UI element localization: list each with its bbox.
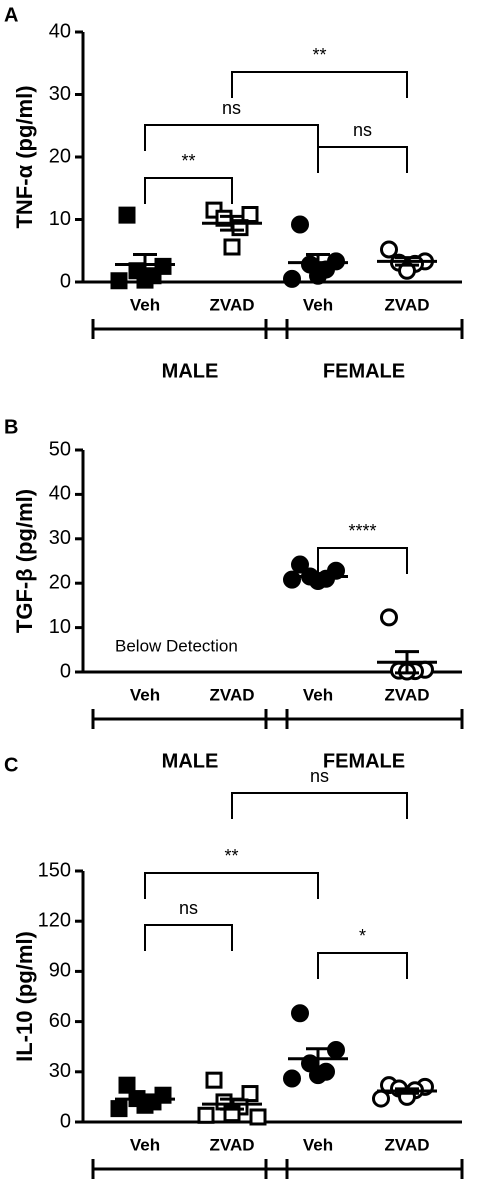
data-point <box>283 1069 301 1088</box>
y-tick-label: 50 <box>49 438 71 460</box>
x-tick-label: ZVAD <box>384 295 429 314</box>
significance-bracket <box>144 872 319 899</box>
x-tick-label: ZVAD <box>209 685 254 704</box>
data-point <box>380 608 398 627</box>
significance-label: ns <box>222 98 241 118</box>
significance-bracket <box>317 952 408 979</box>
data-point <box>118 206 136 224</box>
significance-bracket <box>231 71 408 98</box>
significance-label: * <box>359 926 366 946</box>
data-point <box>327 1041 345 1060</box>
y-tick-label: 40 <box>49 483 71 505</box>
group-bracket <box>91 319 289 339</box>
x-tick-label: Veh <box>130 1135 160 1154</box>
significance-bracket <box>231 792 408 819</box>
panel-letter: B <box>4 416 18 438</box>
significance-label: **** <box>348 521 376 541</box>
data-point <box>291 1004 309 1023</box>
error-bar <box>220 214 244 232</box>
data-point <box>291 555 309 574</box>
y-tick-label: 20 <box>49 145 71 167</box>
y-tick-label: 10 <box>49 616 71 638</box>
significance-label: ** <box>224 846 238 866</box>
group-label: MALE <box>162 1200 219 1202</box>
y-tick-label: 30 <box>49 1060 71 1082</box>
x-tick-label: ZVAD <box>209 295 254 314</box>
data-point <box>110 1100 128 1118</box>
y-tick-label: 0 <box>60 1110 71 1132</box>
y-axis-label: TNF-α (pg/ml) <box>12 85 37 228</box>
data-point <box>223 238 241 256</box>
data-point <box>118 1076 136 1094</box>
group-bracket <box>264 709 464 729</box>
x-tick-label: Veh <box>303 685 333 704</box>
y-tick-label: 20 <box>49 571 71 593</box>
data-point <box>372 1089 390 1108</box>
significance-bracket <box>144 177 233 204</box>
error-bar <box>306 1047 330 1071</box>
group-bracket <box>91 709 289 729</box>
significance-bracket <box>144 924 233 951</box>
error-bar <box>395 1087 419 1095</box>
annotation: Below Detection <box>115 636 238 655</box>
y-tick-label: 0 <box>60 660 71 682</box>
group-bracket <box>91 1159 289 1179</box>
significance-label: ns <box>179 898 198 918</box>
x-tick-label: Veh <box>303 295 333 314</box>
group-label: FEMALE <box>323 1200 405 1202</box>
data-point <box>241 206 259 223</box>
panel-letter: A <box>4 4 18 26</box>
error-bar <box>220 1097 244 1111</box>
group-label: FEMALE <box>323 750 405 772</box>
y-axis-label: TGF-β (pg/ml) <box>12 489 37 633</box>
error-bar <box>395 650 419 675</box>
significance-label: ** <box>181 151 195 171</box>
y-tick-label: 30 <box>49 83 71 105</box>
y-tick-label: 150 <box>38 859 71 881</box>
error-bar <box>306 253 330 273</box>
panel-letter: C <box>4 754 18 776</box>
y-tick-label: 90 <box>49 960 71 982</box>
data-point <box>283 269 301 288</box>
data-point <box>197 1106 215 1124</box>
significance-label: ns <box>310 766 329 786</box>
data-point <box>291 215 309 234</box>
x-tick-label: Veh <box>303 1135 333 1154</box>
group-label: MALE <box>162 750 219 772</box>
error-bar <box>395 256 419 267</box>
significance-bracket <box>144 124 319 151</box>
group-bracket <box>264 319 464 339</box>
error-bar <box>133 1094 157 1105</box>
x-tick-label: Veh <box>130 295 160 314</box>
y-tick-label: 30 <box>49 527 71 549</box>
x-tick-label: ZVAD <box>384 685 429 704</box>
y-tick-label: 10 <box>49 208 71 230</box>
data-point <box>283 570 301 589</box>
significance-label: ns <box>353 120 372 140</box>
y-tick-label: 60 <box>49 1010 71 1032</box>
error-bar <box>133 253 157 276</box>
data-point <box>241 1085 259 1103</box>
y-tick-label: 40 <box>49 20 71 42</box>
group-label: FEMALE <box>323 360 405 382</box>
data-point <box>380 240 398 259</box>
significance-bracket <box>317 146 408 173</box>
significance-bracket <box>317 547 408 574</box>
group-label: MALE <box>162 360 219 382</box>
data-point <box>205 1071 223 1089</box>
group-bracket <box>264 1159 464 1179</box>
y-tick-label: 0 <box>60 270 71 292</box>
x-tick-label: ZVAD <box>209 1135 254 1154</box>
data-point <box>110 272 128 290</box>
data-point <box>249 1108 267 1126</box>
y-tick-label: 120 <box>38 909 71 931</box>
x-tick-label: Veh <box>130 685 160 704</box>
y-axis-label: IL-10 (pg/ml) <box>12 931 37 1062</box>
x-tick-label: ZVAD <box>384 1135 429 1154</box>
significance-label: ** <box>312 45 326 65</box>
